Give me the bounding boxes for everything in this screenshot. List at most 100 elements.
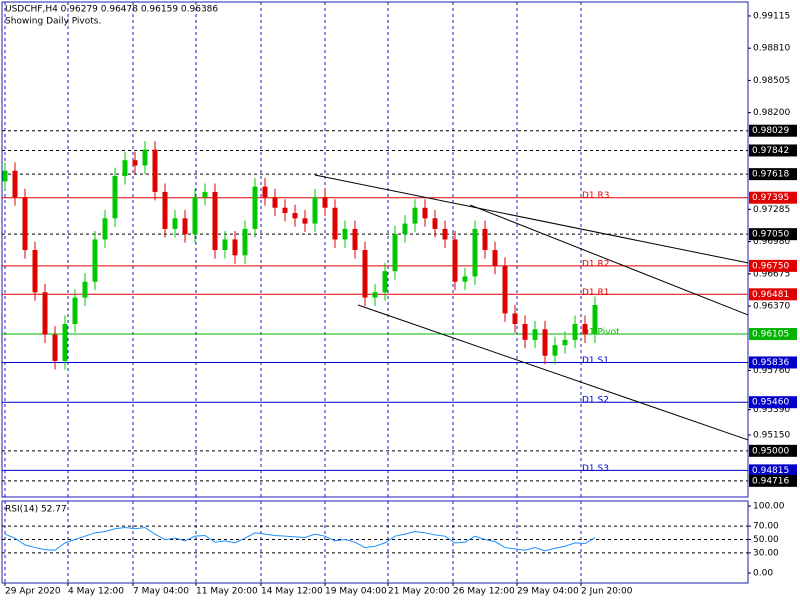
level-box	[749, 328, 797, 341]
candle-body	[122, 160, 128, 177]
level-name: D1 R1	[582, 288, 610, 298]
candle-body	[382, 271, 388, 293]
candle-body	[522, 324, 528, 340]
trendline	[469, 204, 749, 316]
level-label: 0.95460	[752, 398, 789, 408]
level-label: 0.97842	[752, 146, 789, 156]
rsi-line	[4, 526, 596, 552]
level-box	[749, 228, 797, 241]
candle-body	[252, 186, 258, 229]
rsi-tick-label: 70.00	[753, 522, 779, 532]
level-label: 0.94815	[752, 466, 789, 476]
level-label: 0.96481	[752, 290, 789, 300]
candle-body	[292, 213, 298, 219]
level-box	[749, 259, 797, 272]
candle-body	[212, 191, 218, 251]
x-tick-label: 14 May 12:00	[261, 587, 323, 597]
level-box	[749, 191, 797, 204]
level-name: D1 Pivot	[582, 328, 620, 338]
candle-body	[92, 239, 98, 282]
y-tick-label: 0.97285	[753, 205, 790, 215]
level-label: 0.95836	[752, 358, 789, 368]
candle-body	[582, 324, 588, 335]
y-tick-label: 0.95150	[753, 430, 790, 440]
candle-body	[62, 324, 68, 361]
candle-body	[32, 250, 38, 293]
y-tick-label: 0.95760	[753, 366, 790, 376]
candle-body	[392, 234, 398, 272]
level-box	[749, 168, 797, 181]
candle-body	[452, 239, 458, 282]
level-box	[749, 356, 797, 369]
candle-body	[232, 239, 238, 256]
trendline	[314, 174, 749, 264]
candle-body	[402, 223, 408, 235]
trendline	[357, 304, 749, 441]
candle-body	[502, 265, 508, 314]
level-label: 0.97050	[752, 230, 789, 240]
x-tick-label: 26 May 12:00	[453, 587, 515, 597]
level-label: 0.96750	[752, 261, 789, 271]
rsi-title: RSI(14) 52.77	[5, 505, 67, 515]
y-tick-label: 0.96980	[753, 237, 790, 247]
candle-body	[302, 218, 308, 224]
rsi-panel	[1, 500, 749, 584]
candle-body	[572, 324, 578, 340]
candle-body	[42, 292, 48, 335]
y-tick-label: 0.95390	[753, 405, 790, 415]
level-label: 0.98029	[752, 126, 789, 136]
level-name: D1 R3	[582, 191, 610, 201]
candle-body	[552, 345, 558, 356]
level-box	[749, 396, 797, 409]
candle-body	[242, 228, 248, 256]
candle-body	[222, 239, 228, 251]
y-tick-label: 0.96675	[753, 269, 790, 279]
x-tick-label: 2 Jun 20:00	[581, 587, 633, 597]
level-label: 0.96105	[752, 330, 789, 340]
candle-body	[52, 334, 58, 361]
x-tick-label: 29 May 04:00	[517, 587, 579, 597]
candle-body	[272, 197, 278, 208]
chart-subtitle: Showing Daily Pivots.	[5, 17, 101, 27]
rsi-tick-label: 100.00	[753, 502, 785, 512]
candle-body	[152, 149, 158, 192]
candle-body	[22, 197, 28, 251]
candle-body	[2, 170, 8, 182]
x-tick-label: 19 May 04:00	[325, 587, 387, 597]
level-name: D1 S2	[582, 396, 609, 406]
candle-body	[492, 250, 498, 266]
level-label: 0.97395	[752, 193, 789, 203]
level-box	[749, 144, 797, 157]
candle-body	[432, 218, 438, 229]
level-name: D1 S1	[582, 356, 609, 366]
candle-body	[282, 207, 288, 214]
candle-body	[322, 197, 328, 208]
candle-body	[542, 329, 548, 356]
candle-body	[422, 207, 428, 219]
x-tick-label: 29 Apr 2020	[5, 587, 61, 597]
candle-body	[132, 160, 138, 166]
rsi-tick-label: 30.00	[753, 548, 779, 558]
candle-body	[202, 191, 208, 198]
level-box	[749, 288, 797, 301]
x-tick-label: 7 May 04:00	[133, 587, 189, 597]
level-box	[749, 124, 797, 137]
x-tick-label: 21 May 20:00	[388, 587, 450, 597]
candle-body	[362, 250, 368, 298]
candle-body	[262, 186, 268, 198]
candle-body	[102, 218, 108, 240]
y-tick-label: 0.98505	[753, 76, 790, 86]
level-name: D1 S3	[582, 464, 609, 474]
chart-title: USDCHF,H4 0.96279 0.96478 0.96159 0.9638…	[5, 5, 218, 15]
rsi-tick-label: 50.00	[753, 535, 779, 545]
level-label: 0.94716	[752, 476, 789, 486]
level-box	[749, 444, 797, 457]
candle-body	[372, 292, 378, 298]
candle-body	[142, 149, 148, 166]
x-tick-label: 4 May 12:00	[68, 587, 124, 597]
candle-body	[352, 228, 358, 251]
y-tick-label: 0.98200	[753, 108, 790, 118]
level-box	[749, 464, 797, 477]
candle-body	[182, 218, 188, 235]
